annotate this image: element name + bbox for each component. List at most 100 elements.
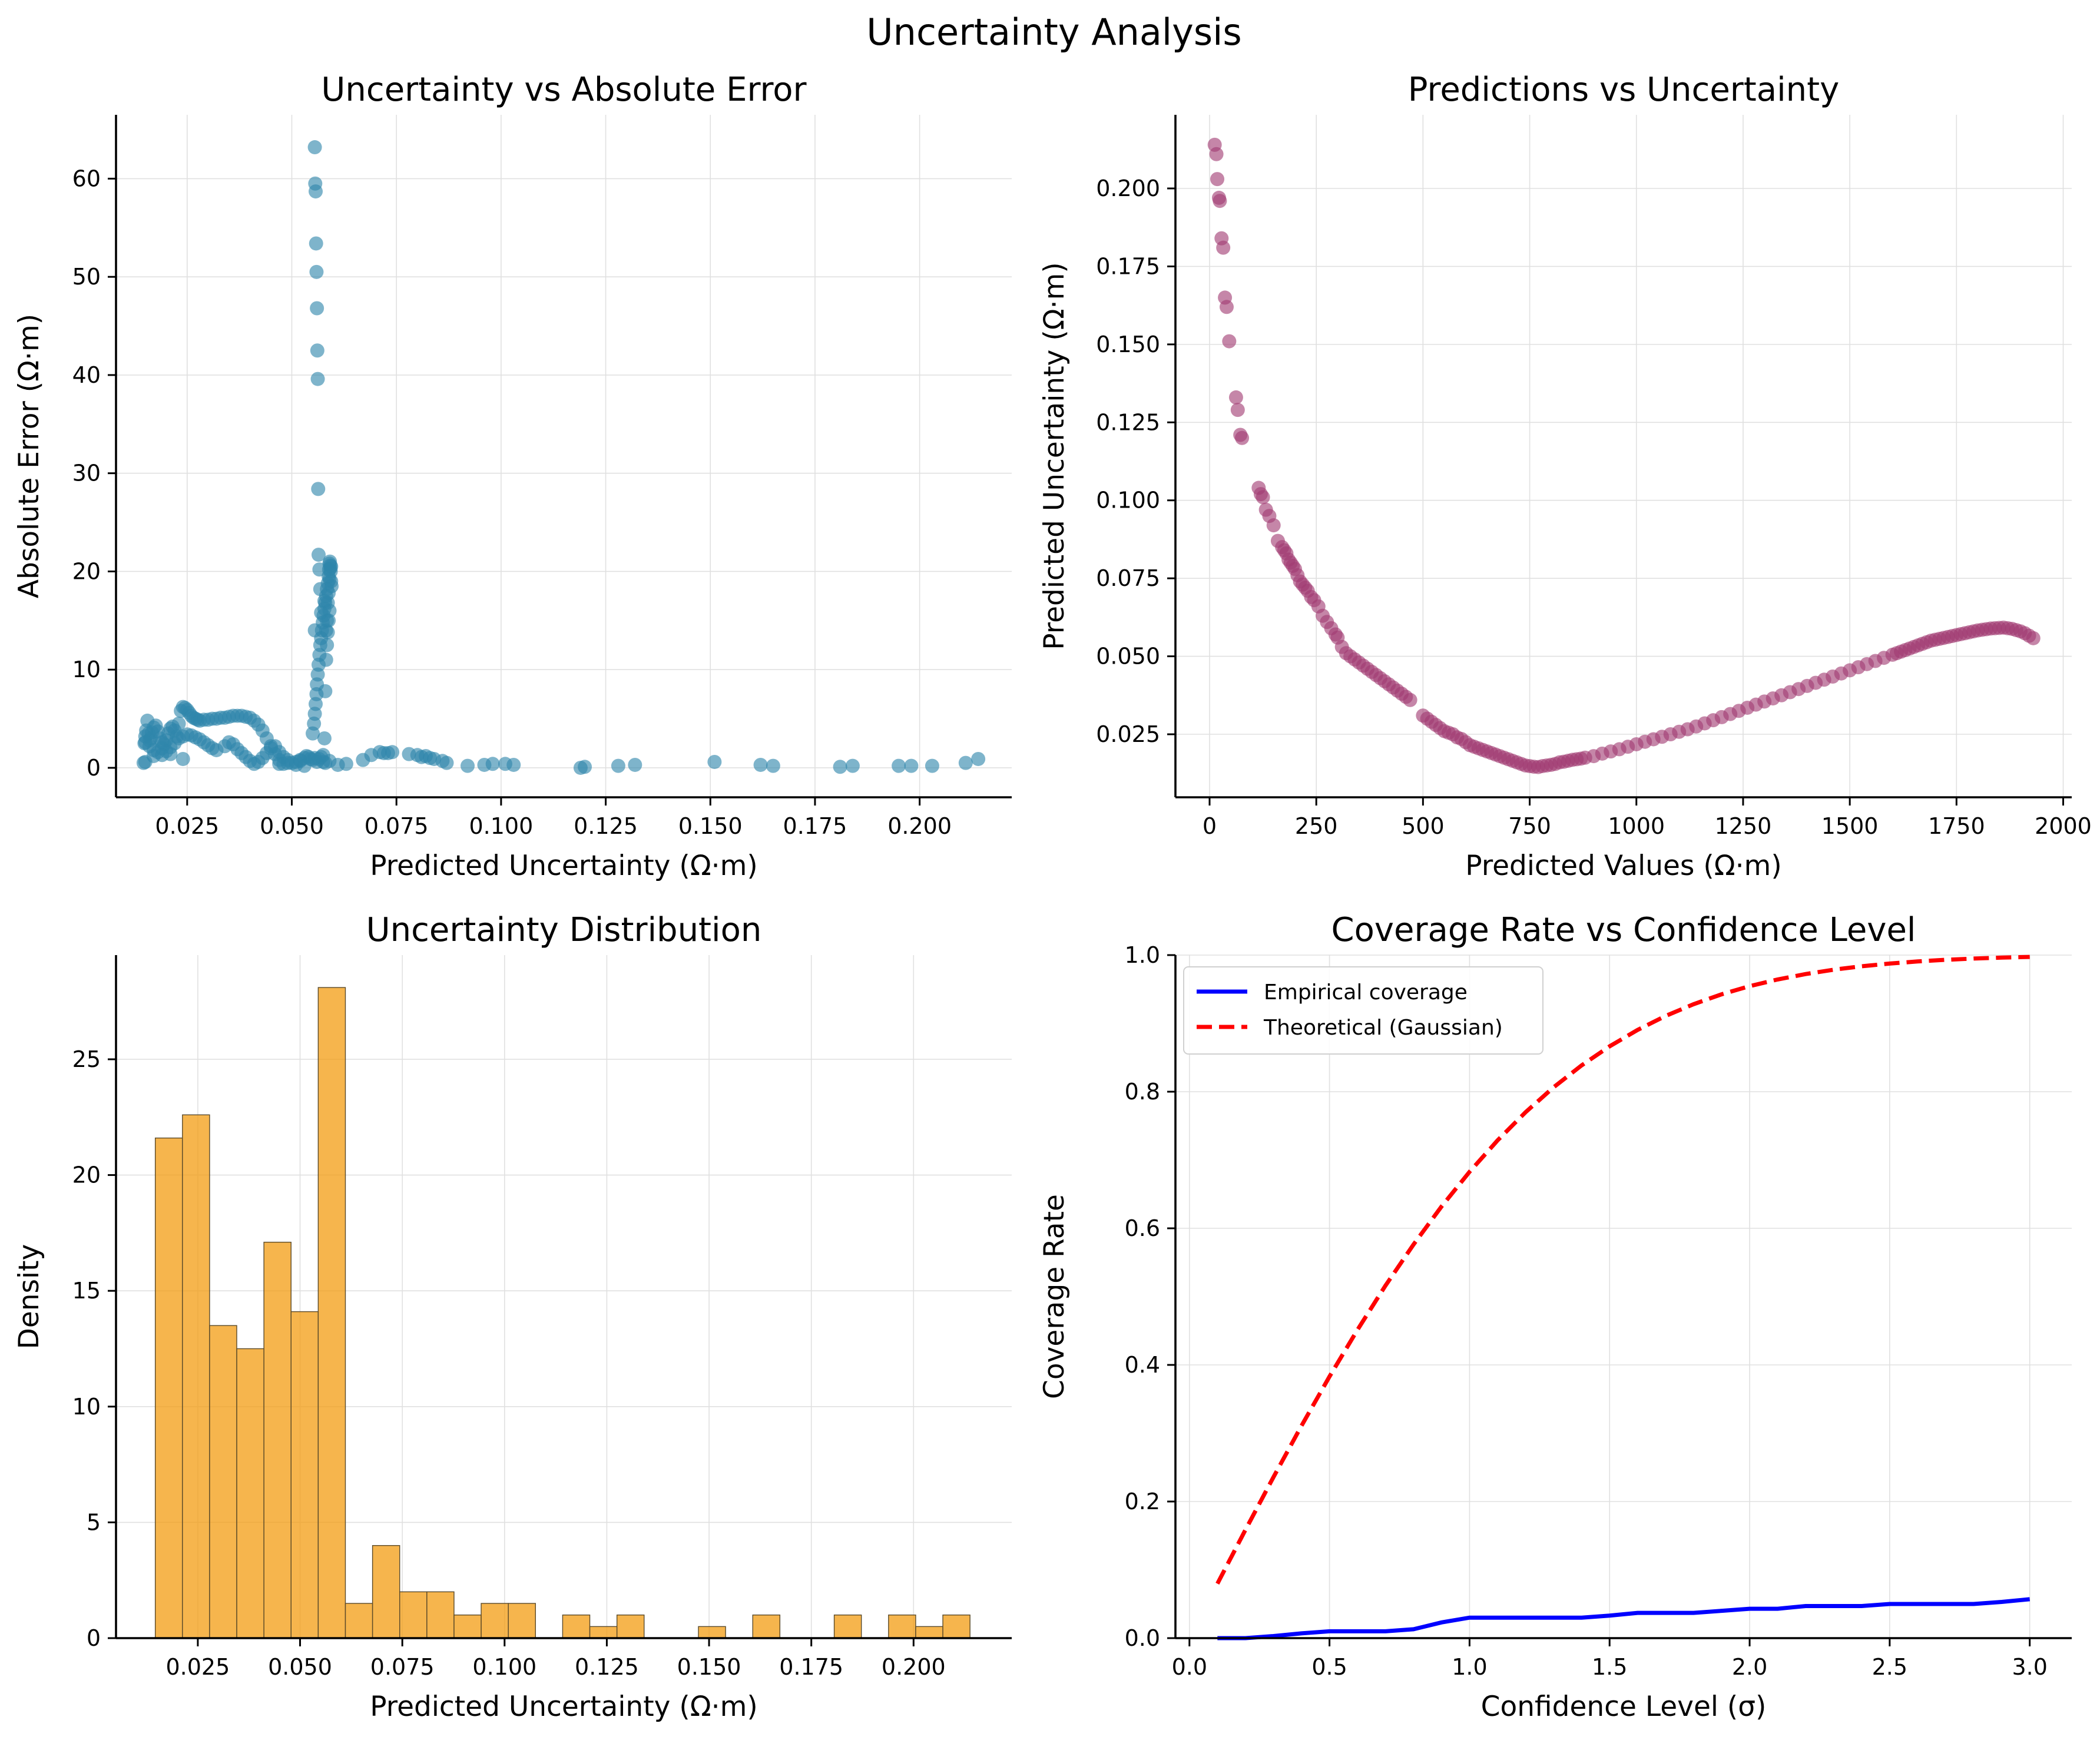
y-tick-label-0: 0.025 [1096, 721, 1160, 747]
x-tick-label-0: 0.0 [1172, 1654, 1207, 1680]
scatter-point [1235, 430, 1250, 445]
y-tick-label-3: 0.6 [1125, 1215, 1160, 1241]
y-tick-label-3: 0.100 [1096, 488, 1160, 513]
y-tick-label-0: 0 [87, 755, 101, 781]
scatter-point [309, 184, 323, 199]
x-tick-label-6: 0.175 [779, 1654, 843, 1680]
scatter-point [753, 757, 768, 772]
histogram-bar [372, 1545, 400, 1639]
panel-title: Uncertainty vs Absolute Error [321, 71, 807, 109]
scatter-point [311, 482, 326, 496]
y-tick-label-1: 5 [87, 1509, 101, 1535]
y-tick-label-4: 0.125 [1096, 409, 1160, 435]
panel-title: Uncertainty Distribution [366, 911, 762, 949]
histogram-bar [915, 1626, 943, 1639]
histogram-bar [616, 1614, 645, 1639]
scatter-point [319, 623, 333, 638]
panel-predictions-vs-uncertainty: 0 250 500 750 1000 1250 1500 1750 2000 0.025 0.050… [1038, 71, 2092, 882]
panel-uncertainty-vs-error: 0.025 0.050 0.075 0.100 0.125 0.150 0.175 0.200… [13, 71, 1012, 882]
y-axis-label: Predicted Uncertainty (Ω·m) [1038, 262, 1071, 649]
histogram-bar [888, 1614, 916, 1639]
y-tick-label-6: 60 [72, 165, 101, 191]
histogram-bar [752, 1614, 781, 1639]
y-tick-label-2: 0.075 [1096, 565, 1160, 591]
scatter-point [1222, 334, 1237, 349]
scatter-point [309, 264, 324, 279]
y-tick-label-0: 0 [87, 1625, 101, 1651]
x-ticks: 0.025 0.050 0.075 0.100 0.125 0.150 0.175 0.200 [166, 1638, 946, 1680]
histogram-bar [263, 1241, 292, 1639]
histogram-bar [399, 1591, 428, 1639]
x-tick-label-5: 1250 [1715, 813, 1772, 839]
x-tick-label-2: 500 [1402, 813, 1445, 839]
y-tick-label-0: 0.0 [1125, 1625, 1160, 1651]
x-tick-label-8: 2000 [2035, 813, 2092, 839]
scatter-point [892, 758, 906, 773]
histogram-bar [508, 1603, 536, 1639]
histogram-bar [290, 1311, 319, 1639]
y-ticks: 0.0 0.2 0.4 0.6 0.8 1.0 [1125, 942, 1175, 1651]
scatter-point [485, 757, 500, 771]
panel-coverage-rate: 0.0 0.5 1.0 1.5 2.0 2.5 3.0 0.0 0.2 0.4 0.6 0.8 1.0 C… [1038, 911, 2072, 1723]
x-tick-label-4: 0.125 [575, 1654, 639, 1680]
x-tick-label-3: 1.5 [1592, 1654, 1627, 1680]
scatter-point [175, 751, 190, 766]
scatter-point [1228, 390, 1243, 405]
scatter-point [307, 140, 322, 155]
scatter-point [312, 562, 327, 577]
scatter-point [904, 758, 919, 773]
y-tick-label-6: 0.175 [1096, 253, 1160, 279]
scatter-point [971, 751, 986, 766]
scatter-point [1210, 172, 1225, 187]
y-ticks: 0 10 20 30 40 50 60 [72, 165, 116, 781]
y-tick-label-3: 30 [72, 460, 101, 486]
scatter-point [611, 758, 625, 773]
y-tick-label-7: 0.200 [1096, 175, 1160, 201]
scatter-point [163, 747, 178, 761]
x-tick-label-2: 1.0 [1452, 1654, 1487, 1680]
scatter-point [310, 301, 324, 316]
scatter-point [1256, 490, 1270, 505]
grid-lines [116, 115, 1012, 797]
scatter-point [461, 758, 475, 773]
scatter-point [314, 605, 329, 620]
y-axis-label: Density [13, 1244, 45, 1350]
legend: Empirical coverage Theoretical (Gaussian) [1183, 966, 1543, 1055]
y-tick-label-2: 20 [72, 558, 101, 584]
scatter-point [1219, 300, 1234, 314]
histogram-bars [154, 987, 970, 1639]
x-tick-label-7: 1750 [1928, 813, 1985, 839]
scatter-point [578, 760, 592, 774]
x-axis-label: Predicted Uncertainty (Ω·m) [370, 850, 757, 882]
histogram-bar [833, 1614, 862, 1639]
x-tick-label-7: 0.200 [887, 813, 952, 839]
x-tick-label-6: 0.175 [783, 813, 847, 839]
histogram-bar [426, 1591, 455, 1639]
panel-title: Coverage Rate vs Confidence Level [1331, 911, 1916, 949]
x-tick-label-1: 0.050 [268, 1654, 332, 1680]
x-tick-label-5: 0.150 [678, 813, 743, 839]
y-tick-label-4: 20 [72, 1162, 101, 1188]
scatter-point [2026, 631, 2041, 645]
y-tick-label-2: 10 [72, 1394, 101, 1420]
scatter-point [310, 343, 324, 358]
x-tick-label-7: 0.200 [882, 1654, 946, 1680]
y-axis-label: Absolute Error (Ω·m) [13, 314, 45, 598]
y-tick-label-4: 40 [72, 362, 101, 388]
scatter-point [322, 572, 337, 586]
x-tick-label-1: 0.050 [260, 813, 324, 839]
scatter-point [833, 760, 847, 774]
x-axis-label: Predicted Values (Ω·m) [1465, 850, 1781, 882]
scatter-point [1266, 518, 1281, 533]
figure-title: Uncertainty Analysis [866, 11, 1241, 54]
series-line-0 [1217, 1597, 2031, 1640]
x-tick-label-4: 2.0 [1732, 1654, 1767, 1680]
scatter-point [317, 594, 332, 608]
scatter-point [439, 755, 454, 770]
scatter-point [339, 757, 353, 771]
scatter-point [317, 731, 332, 745]
scatter-point [707, 754, 722, 769]
x-tick-label-3: 750 [1508, 813, 1551, 839]
histogram-bar [562, 1614, 591, 1639]
scatter-point [1209, 147, 1224, 161]
